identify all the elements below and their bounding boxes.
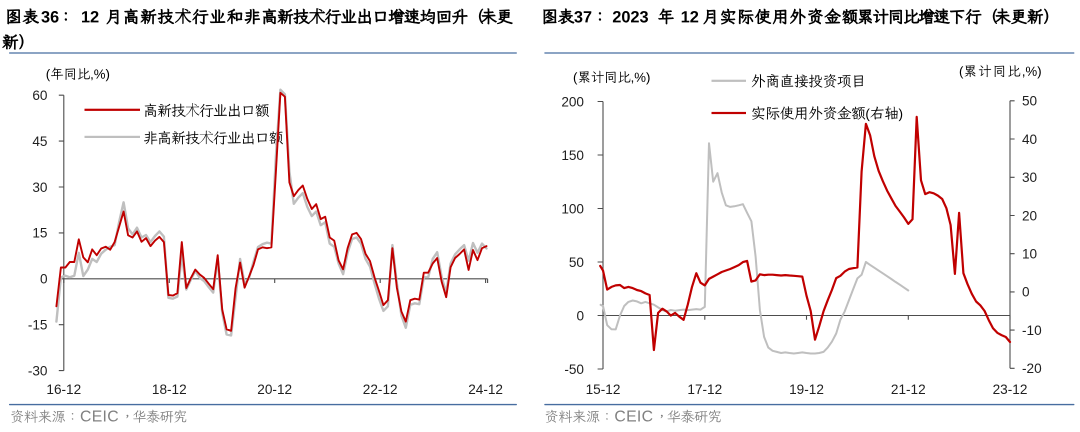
svg-text:22-12: 22-12 [363,382,398,397]
svg-text:0: 0 [40,272,48,287]
svg-text:19-12: 19-12 [789,382,824,397]
svg-text:15: 15 [32,226,47,241]
svg-text:40: 40 [1022,132,1038,147]
svg-text:-30: -30 [28,363,48,378]
svg-text:23-12: 23-12 [993,382,1028,397]
svg-text:-20: -20 [1022,361,1042,376]
svg-text:150: 150 [561,148,584,163]
svg-text:20: 20 [1022,208,1038,223]
svg-text:10: 10 [1022,247,1038,262]
svg-text:0: 0 [576,308,584,323]
svg-text:0: 0 [1022,285,1030,300]
svg-text:50: 50 [1022,94,1038,109]
svg-text:21-12: 21-12 [891,382,926,397]
svg-text:20-12: 20-12 [257,382,292,397]
svg-text:CEIC: CEIC [614,408,653,425]
svg-text:-10: -10 [1022,323,1042,338]
svg-text:60: 60 [32,88,48,103]
svg-text:-15: -15 [28,318,48,333]
svg-text:200: 200 [561,94,584,109]
svg-text:16-12: 16-12 [46,382,81,397]
svg-text:17-12: 17-12 [687,382,722,397]
svg-text:15-12: 15-12 [586,382,621,397]
svg-text:30: 30 [32,180,48,195]
svg-text:-50: -50 [564,362,584,377]
svg-text:45: 45 [32,134,47,149]
svg-text:30: 30 [1022,170,1038,185]
svg-text:18-12: 18-12 [152,382,187,397]
svg-text:50: 50 [569,255,585,270]
svg-text:24-12: 24-12 [468,382,503,397]
svg-text:CEIC: CEIC [80,408,119,425]
svg-text:100: 100 [561,201,584,216]
